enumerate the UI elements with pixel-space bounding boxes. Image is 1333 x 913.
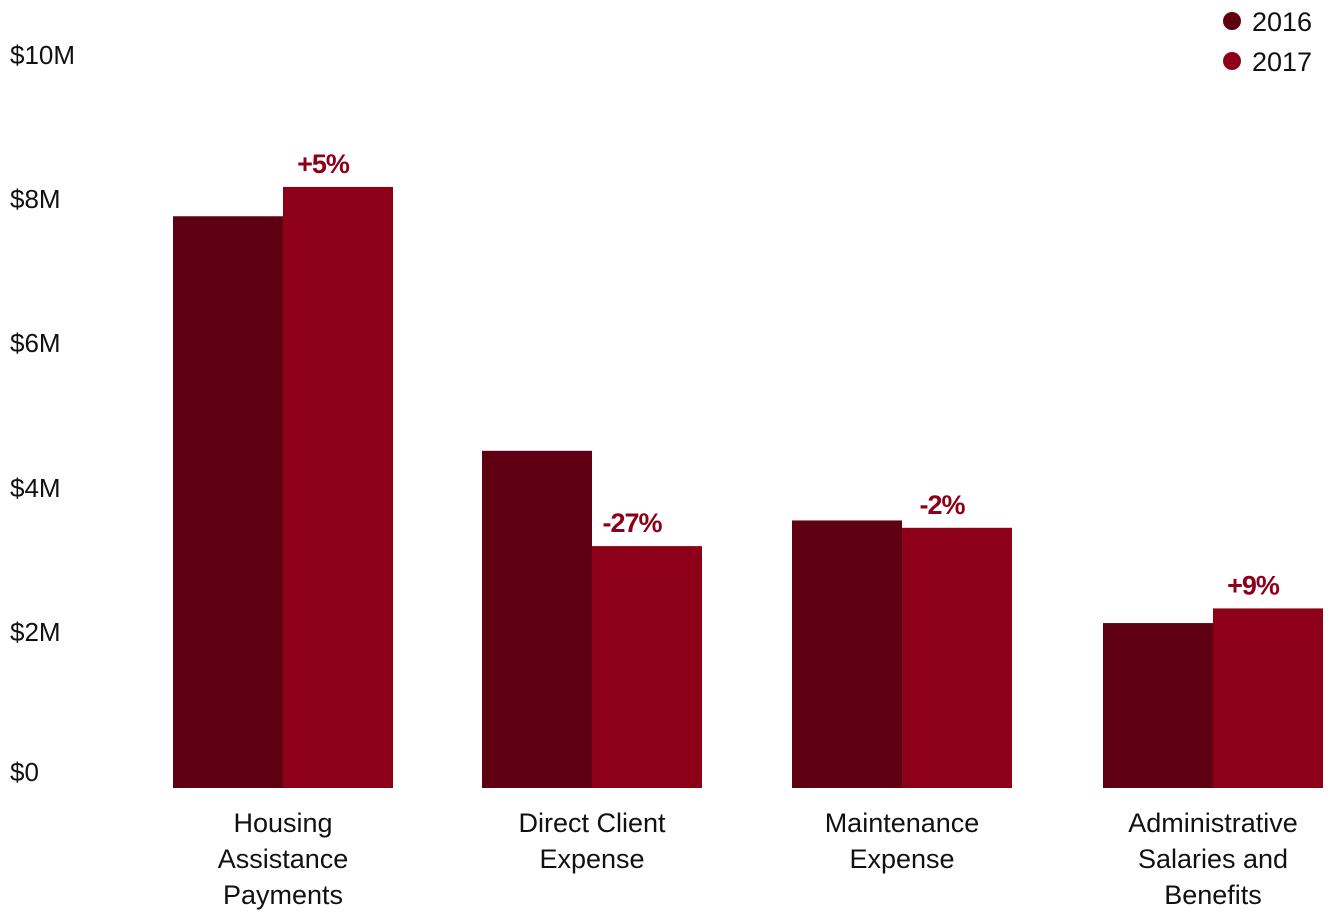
bar-2016 [1103,623,1213,788]
y-tick-label: $0 [10,757,39,787]
y-tick-label: $2M [10,617,61,647]
x-tick-label: Benefits [1164,880,1262,910]
legend-swatch-2017 [1223,52,1241,70]
data-label: -2% [919,490,965,520]
y-tick-label: $4M [10,473,61,503]
x-tick-label: Administrative [1128,808,1298,838]
data-label: -27% [602,508,662,538]
legend-swatch-2016 [1223,12,1241,30]
legend: 2016 2017 [1223,7,1312,77]
bar-2017 [592,546,702,788]
bar-2016 [792,520,902,788]
y-tick-label: $6M [10,328,61,358]
y-tick-label: $8M [10,184,61,214]
data-labels: +5% -27% -2% +9% [297,149,1281,600]
data-label: +5% [297,149,350,179]
x-tick-label: Salaries and [1138,844,1288,874]
legend-label: 2017 [1252,47,1312,77]
bar-2017 [1213,608,1323,788]
data-label: +9% [1227,570,1280,600]
x-tick-label: Direct Client [518,808,666,838]
x-tick-label: Payments [223,880,343,910]
x-tick-label: Expense [539,844,644,874]
x-tick-label: Housing [233,808,332,838]
bar-2016 [173,216,283,788]
legend-label: 2016 [1252,7,1312,37]
bars [173,186,1323,788]
x-tick-label: Maintenance [825,808,980,838]
bar-2017 [902,527,1012,788]
x-tick-label: Expense [849,844,954,874]
x-axis-labels: Housing Assistance Payments Direct Client Ex… [218,808,1298,910]
y-axis: $0 $2M $4M $6M $8M $10M [10,40,75,787]
x-tick-label: Assistance [218,844,349,874]
bar-2017 [283,186,393,788]
bar-2016 [482,450,592,788]
y-tick-label: $10M [10,40,75,70]
